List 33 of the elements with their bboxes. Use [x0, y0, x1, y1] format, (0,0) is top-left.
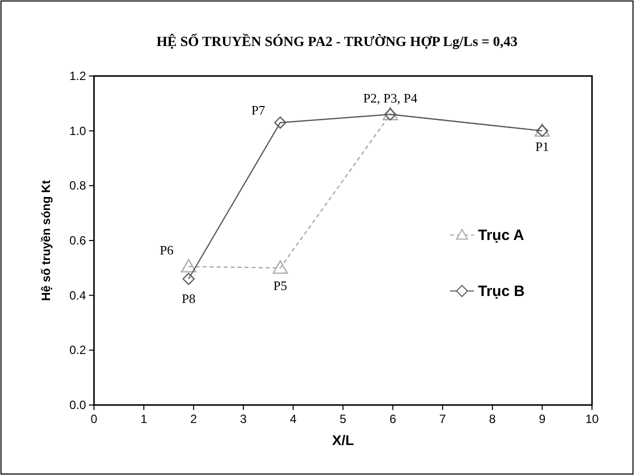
y-tick-label: 0.8	[69, 178, 86, 193]
x-tick-label: 6	[389, 412, 396, 426]
x-tick-label: 0	[90, 412, 98, 426]
y-tick-label: 0.2	[69, 343, 86, 358]
x-tick-label: 7	[439, 412, 446, 426]
point	[181, 258, 196, 272]
y-tick-label: 1.2	[69, 69, 86, 83]
y-tick-label: 0.6	[69, 234, 86, 248]
y-tick-label: 0.4	[69, 288, 86, 302]
annotation: P5	[273, 278, 288, 293]
annotation: P8	[182, 290, 196, 306]
legend-label: Trục A	[478, 227, 524, 244]
x-tick-label: 2	[190, 412, 198, 426]
x-tick-label: 9	[538, 412, 546, 426]
x-tick-label: 8	[489, 412, 496, 426]
point	[274, 116, 286, 129]
annotation: P2, P3, P4	[363, 90, 418, 106]
y-tick-label: 0.0	[69, 398, 86, 412]
x-axis-title: X/L	[332, 432, 354, 448]
annotation: P6	[160, 242, 174, 258]
point	[182, 272, 195, 285]
x-tick-label: 4	[290, 412, 297, 426]
point	[272, 260, 288, 274]
y-tick-label: 1.0	[69, 124, 86, 138]
legend-label: Trục B	[478, 283, 525, 300]
x-tick-label: 10	[585, 412, 599, 426]
x-tick-label: 1	[140, 412, 148, 426]
annotation: P7	[251, 102, 266, 118]
annotation: P1	[535, 138, 550, 154]
y-axis-title: Hệ số truyền sóng Kt	[39, 180, 53, 301]
chart-title: HỆ SỐ TRUYỀN SÓNG PA2 - TRƯỜNG HỢP Lg/Ls = 0,43	[156, 33, 518, 50]
x-tick-label: 3	[240, 412, 248, 426]
x-tick-label: 5	[340, 412, 347, 426]
